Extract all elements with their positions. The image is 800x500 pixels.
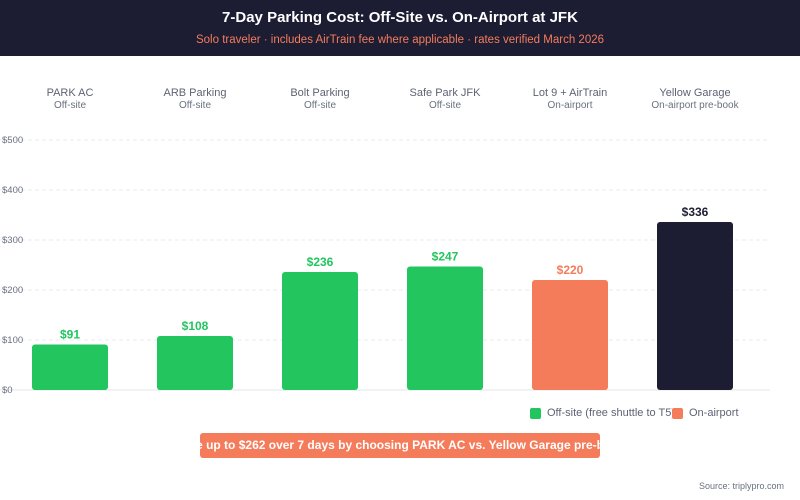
y-tick-label: $200 [2, 285, 23, 296]
category-label-1: ARB Parking [164, 87, 227, 99]
bar-0 [32, 344, 108, 390]
category-sublabel-3: Off-site [429, 100, 461, 111]
legend-item-offsite: Off-site (free shuttle to T5) [530, 407, 672, 419]
savings-banner-text: Save up to $262 over 7 days by choosing … [200, 438, 600, 452]
chart-title: 7-Day Parking Cost: Off-Site vs. On-Airp… [222, 9, 578, 26]
chart-subtitle: Solo traveler · includes AirTrain fee wh… [195, 34, 605, 46]
y-tick-label: $500 [2, 135, 23, 146]
category-sublabel-2: Off-site [304, 100, 336, 111]
category-sublabel-4: On-airport [547, 100, 592, 111]
y-tick-label: $0 [2, 385, 13, 396]
data-label-2: $236 [307, 255, 334, 269]
bar-4 [532, 280, 608, 390]
data-label-4: $220 [557, 263, 584, 277]
bars [32, 222, 733, 390]
bar-3 [407, 266, 483, 390]
category-label-3: Safe Park JFK [410, 87, 482, 99]
savings-banner: Save up to $262 over 7 days by choosing … [200, 433, 600, 458]
bar-2 [282, 272, 358, 390]
data-labels: $91 $108 $236 $247 $220 $336 [60, 205, 709, 342]
gridlines [0, 139, 770, 391]
data-label-3: $247 [432, 250, 459, 264]
y-axis-ticks: $0 $100 $200 $300 $400 $500 [2, 135, 23, 396]
bar-1 [157, 336, 233, 390]
category-sublabel-5: On-airport pre-book [651, 100, 739, 111]
category-sublabel-1: Off-site [179, 100, 211, 111]
category-label-2: Bolt Parking [290, 87, 349, 99]
source-credit: Source: triplypro.com [698, 481, 784, 491]
header-bar: 7-Day Parking Cost: Off-Site vs. On-Airp… [0, 0, 800, 56]
legend-item-onairport: On-airport [672, 407, 739, 419]
category-label-0: PARK AC [47, 87, 94, 99]
legend-label-offsite: Off-site (free shuttle to T5) [547, 407, 672, 419]
category-label-5: Yellow Garage [659, 87, 730, 99]
category-label-4: Lot 9 + AirTrain [533, 87, 608, 99]
y-tick-label: $300 [2, 235, 23, 246]
data-label-1: $108 [182, 319, 209, 333]
legend-swatch-onairport [672, 407, 683, 419]
category-sublabel-0: Off-site [54, 100, 86, 111]
y-tick-label: $400 [2, 185, 23, 196]
y-tick-label: $100 [2, 335, 23, 346]
data-label-5: $336 [682, 205, 709, 219]
data-label-0: $91 [60, 328, 80, 342]
legend-label-onairport: On-airport [689, 407, 739, 419]
bar-5 [657, 222, 733, 390]
legend-swatch-offsite [530, 407, 541, 419]
legend: Off-site (free shuttle to T5) On-airport [530, 407, 739, 419]
